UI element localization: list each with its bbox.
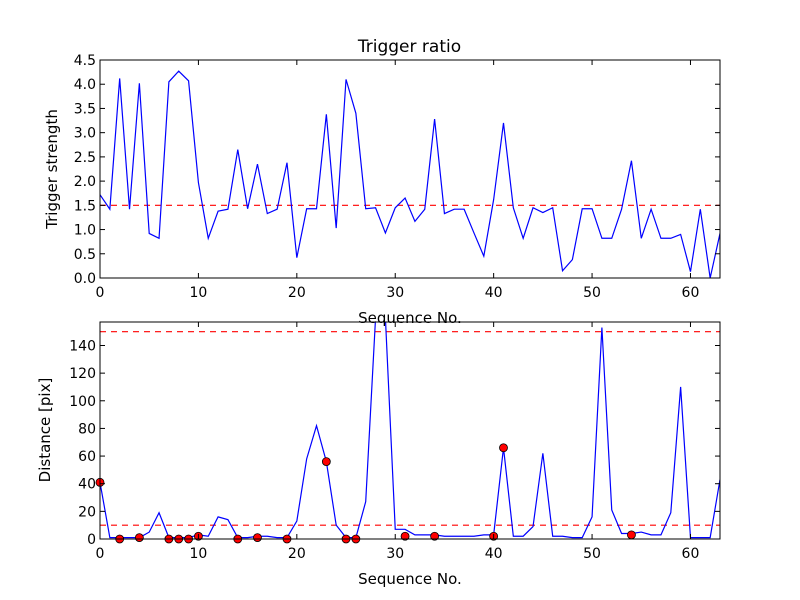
x-tick-label: 50 xyxy=(583,546,601,562)
y-tick-label: 1.5 xyxy=(74,198,96,214)
x-tick-label: 60 xyxy=(682,546,700,562)
x-tick-label: 40 xyxy=(485,546,503,562)
x-axis-label: Sequence No. xyxy=(358,309,462,327)
data-point xyxy=(253,533,262,543)
y-tick-label: 0.5 xyxy=(74,247,96,263)
series-line xyxy=(100,322,720,539)
plot-frame xyxy=(99,321,721,540)
y-tick-label: 4.0 xyxy=(74,77,96,93)
y-tick-label: 120 xyxy=(69,366,96,382)
plot-frame xyxy=(99,59,721,279)
y-tick-label: 60 xyxy=(78,449,96,465)
y-tick-label: 2.0 xyxy=(74,174,96,190)
y-tick-label: 3.5 xyxy=(74,101,96,117)
y-axis-label: Trigger strength xyxy=(43,109,61,230)
y-tick-label: 40 xyxy=(78,477,96,493)
x-tick-label: 10 xyxy=(189,285,207,301)
y-tick-label: 140 xyxy=(69,338,96,354)
y-tick-label: 2.5 xyxy=(74,150,96,166)
data-point xyxy=(499,443,508,453)
x-tick-label: 30 xyxy=(386,546,404,562)
x-tick-label: 60 xyxy=(682,285,700,301)
data-point xyxy=(627,530,636,540)
y-tick-label: 1.0 xyxy=(74,223,96,239)
data-point xyxy=(134,533,144,543)
chart-title: Trigger ratio xyxy=(357,37,461,57)
x-tick-label: 0 xyxy=(96,285,105,301)
x-tick-label: 30 xyxy=(386,285,404,301)
x-tick-label: 40 xyxy=(485,285,503,301)
y-tick-label: 4.5 xyxy=(74,53,96,69)
y-tick-label: 0 xyxy=(87,532,96,548)
y-tick-label: 80 xyxy=(78,421,96,437)
x-tick-label: 20 xyxy=(288,546,306,562)
y-axis-label: Distance [pix] xyxy=(36,378,54,483)
y-tick-label: 0.0 xyxy=(74,271,96,287)
y-tick-label: 3.0 xyxy=(74,126,96,142)
series-line xyxy=(100,70,720,278)
x-tick-label: 50 xyxy=(583,285,601,301)
data-point xyxy=(430,531,440,541)
data-point xyxy=(400,531,410,541)
x-tick-label: 0 xyxy=(96,546,105,562)
distance-chart: 0 10 20 30 40 50 60 0 20 40 60 80 100 120 140 Sequence… xyxy=(36,321,721,588)
x-tick-label: 20 xyxy=(288,285,306,301)
y-tick-label: 20 xyxy=(78,504,96,520)
x-tick-label: 10 xyxy=(189,546,207,562)
trigger-ratio-chart: Trigger ratio 0 10 20 30 40 50 60 0.0 0.5 1.0 1.5 2… xyxy=(43,37,721,327)
data-point xyxy=(321,457,331,466)
x-axis-label: Sequence No. xyxy=(358,570,462,588)
y-tick-label: 100 xyxy=(69,394,96,410)
